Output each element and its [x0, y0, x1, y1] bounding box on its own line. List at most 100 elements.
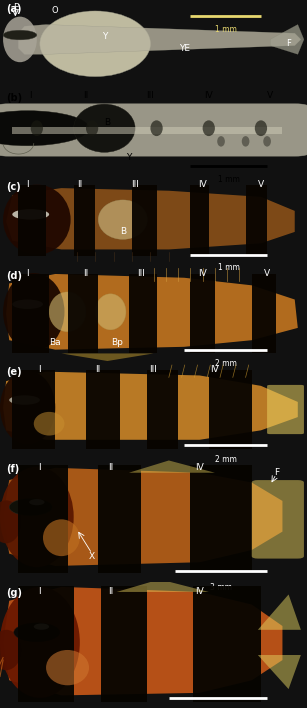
- Text: Ba: Ba: [49, 338, 61, 347]
- Polygon shape: [129, 460, 215, 473]
- Polygon shape: [3, 587, 282, 695]
- Bar: [252, 274, 276, 353]
- Text: F: F: [274, 468, 279, 477]
- Ellipse shape: [3, 273, 64, 350]
- FancyBboxPatch shape: [267, 385, 304, 434]
- Ellipse shape: [46, 650, 89, 685]
- Circle shape: [9, 498, 52, 515]
- Text: 2 mm: 2 mm: [215, 359, 237, 368]
- Text: IV: IV: [204, 91, 213, 101]
- Text: II: II: [95, 365, 101, 375]
- Ellipse shape: [263, 136, 271, 147]
- Polygon shape: [6, 274, 298, 350]
- Text: I: I: [39, 588, 41, 596]
- Text: Bp: Bp: [111, 338, 122, 347]
- Ellipse shape: [34, 412, 64, 435]
- Bar: [246, 185, 267, 256]
- Text: IV: IV: [198, 180, 207, 189]
- Bar: [12, 274, 49, 353]
- Bar: [190, 465, 252, 573]
- Text: B: B: [120, 227, 126, 236]
- Text: I: I: [26, 270, 29, 278]
- Bar: [18, 185, 46, 256]
- Text: II: II: [83, 270, 89, 278]
- Circle shape: [34, 624, 49, 630]
- Text: X: X: [89, 552, 95, 561]
- Circle shape: [29, 499, 45, 506]
- Polygon shape: [3, 468, 282, 566]
- FancyBboxPatch shape: [252, 480, 304, 559]
- Bar: [74, 185, 95, 256]
- Circle shape: [12, 299, 43, 309]
- Bar: [68, 274, 98, 353]
- Text: (g): (g): [6, 588, 22, 598]
- Ellipse shape: [74, 104, 135, 152]
- Polygon shape: [61, 353, 154, 361]
- Text: III: III: [131, 180, 139, 189]
- Polygon shape: [18, 25, 301, 55]
- Ellipse shape: [40, 11, 150, 76]
- FancyBboxPatch shape: [0, 103, 307, 156]
- Bar: [193, 586, 261, 702]
- Text: (c): (c): [6, 182, 21, 192]
- Polygon shape: [258, 595, 301, 630]
- Text: V: V: [264, 270, 270, 278]
- Circle shape: [0, 110, 89, 146]
- Text: V: V: [258, 180, 264, 189]
- Ellipse shape: [255, 120, 267, 136]
- Text: II: II: [108, 588, 113, 596]
- Polygon shape: [3, 372, 298, 440]
- Circle shape: [14, 623, 60, 641]
- Text: Y: Y: [126, 153, 132, 161]
- Text: III: III: [137, 270, 145, 278]
- Ellipse shape: [0, 371, 55, 445]
- Bar: [190, 274, 215, 353]
- Text: III: III: [146, 91, 154, 101]
- Ellipse shape: [242, 136, 250, 147]
- Ellipse shape: [31, 120, 43, 136]
- Text: II: II: [108, 463, 113, 472]
- Text: I: I: [39, 365, 41, 375]
- Text: Y: Y: [102, 33, 107, 41]
- Bar: [101, 586, 147, 702]
- Circle shape: [3, 30, 37, 40]
- Ellipse shape: [150, 120, 163, 136]
- Text: 1 mm: 1 mm: [215, 25, 237, 33]
- Ellipse shape: [43, 520, 80, 556]
- Ellipse shape: [86, 120, 98, 136]
- Ellipse shape: [98, 200, 147, 239]
- Bar: [129, 274, 157, 353]
- Ellipse shape: [49, 292, 86, 331]
- Text: 1 mm: 1 mm: [218, 175, 240, 183]
- Ellipse shape: [3, 185, 71, 255]
- Bar: [12, 370, 55, 450]
- Bar: [132, 185, 157, 256]
- Text: 2 mm: 2 mm: [215, 455, 237, 464]
- Text: YE: YE: [179, 44, 190, 52]
- Polygon shape: [117, 579, 209, 592]
- Text: I: I: [26, 180, 29, 189]
- Text: IV: IV: [195, 588, 204, 596]
- Text: (e): (e): [6, 367, 22, 377]
- Bar: [209, 370, 252, 450]
- Circle shape: [9, 395, 40, 405]
- Bar: [86, 370, 120, 450]
- Text: (f): (f): [6, 464, 19, 474]
- Text: (a): (a): [6, 4, 21, 14]
- Ellipse shape: [0, 587, 80, 698]
- Text: V: V: [267, 91, 273, 101]
- Text: O: O: [52, 6, 59, 15]
- Polygon shape: [6, 188, 295, 249]
- Ellipse shape: [217, 136, 225, 147]
- Ellipse shape: [0, 467, 74, 567]
- Text: (b): (b): [6, 93, 22, 103]
- Circle shape: [12, 209, 49, 219]
- Bar: [190, 185, 209, 256]
- Text: III: III: [150, 365, 157, 375]
- Text: 3 mm: 3 mm: [210, 583, 232, 592]
- Text: IV: IV: [198, 270, 207, 278]
- Ellipse shape: [0, 630, 21, 670]
- Bar: [147, 370, 178, 450]
- Bar: [12, 127, 282, 135]
- Text: E: E: [13, 3, 18, 11]
